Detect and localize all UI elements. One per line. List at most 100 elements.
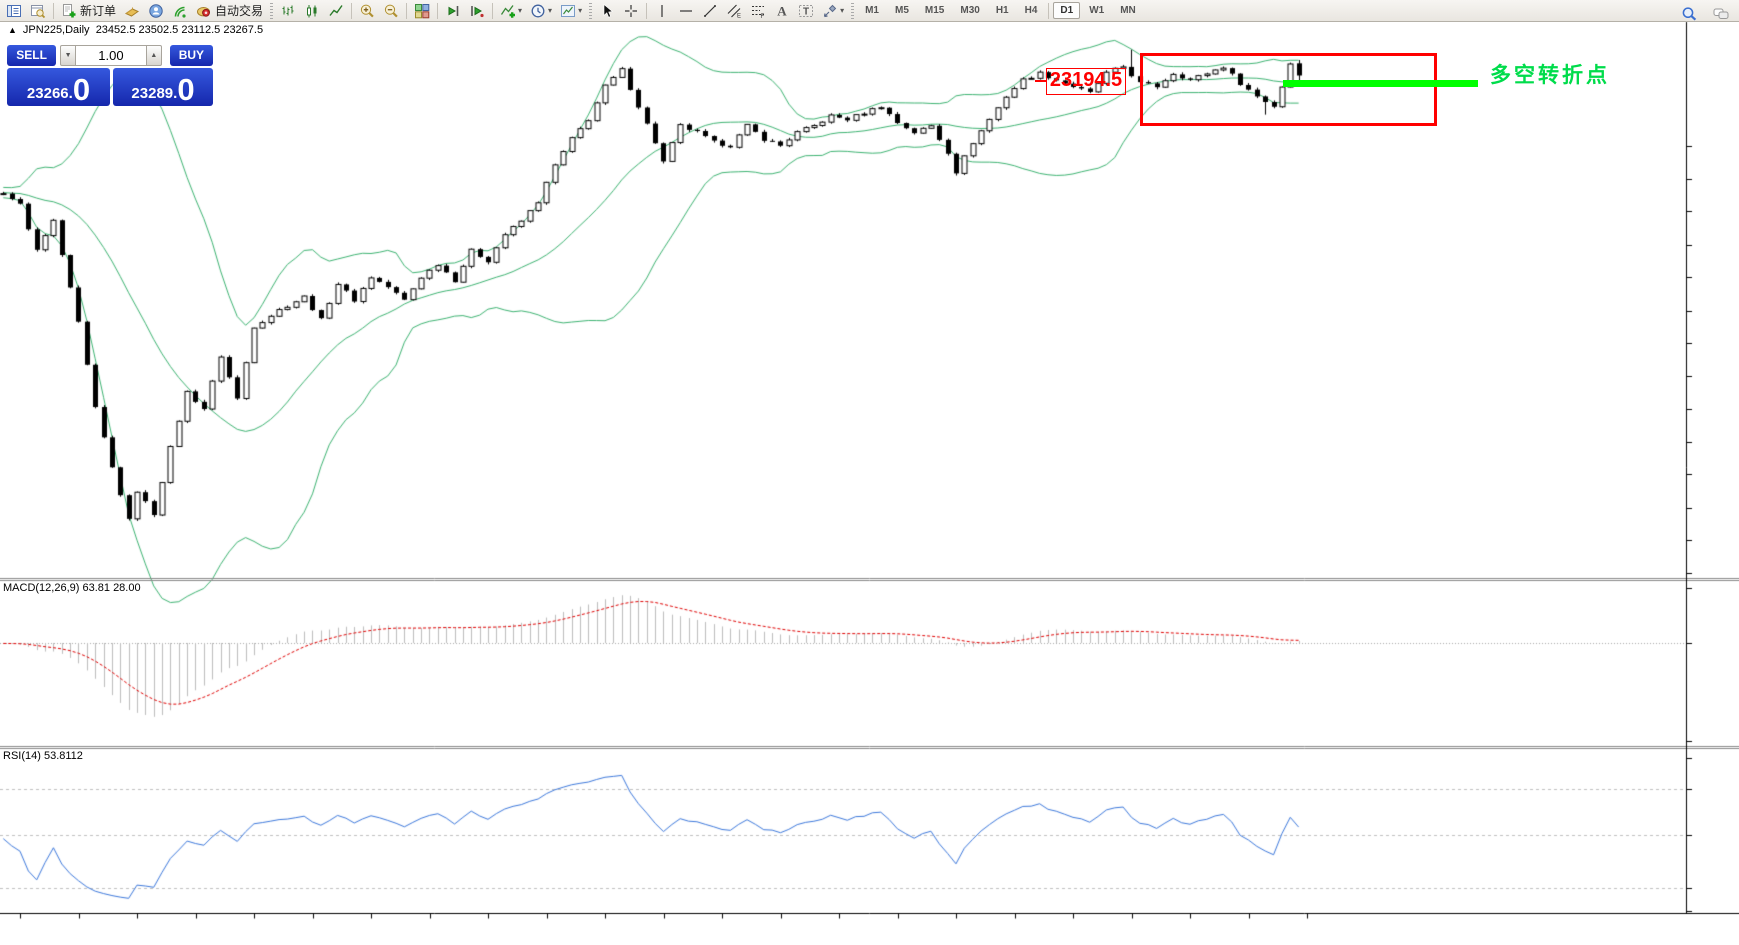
line-chart-button[interactable]: [324, 0, 348, 23]
metaeditor-icon: [125, 7, 140, 17]
chart-ohlc: 23452.5 23502.5 23112.5 23267.5: [95, 24, 264, 36]
community-button[interactable]: [144, 0, 168, 23]
macd-values: 63.81 28.00: [82, 582, 141, 594]
toolbar-separator: [437, 2, 439, 19]
horizontal-line-button[interactable]: [674, 0, 698, 23]
one-click-trading-panel: SELL ▼ ▲ BUY 23266.0 23289.0: [7, 45, 213, 106]
volume-increase-button[interactable]: ▲: [145, 45, 162, 66]
signals-icon: [174, 6, 186, 18]
trendline-button[interactable]: [698, 0, 722, 23]
sell-price-main: 23266: [26, 85, 69, 102]
search-icon: [1682, 7, 1697, 21]
timeframe-m1-button[interactable]: M1: [865, 5, 879, 16]
one-click-collapse-icon[interactable]: ▲: [8, 25, 17, 35]
chevron-down-icon[interactable]: ▾: [548, 6, 553, 15]
toolbar-groups: 新订单 自动交易 ▾ ▾ ▾ E F A T ▾: [2, 0, 848, 22]
data-window-icon: [31, 4, 46, 18]
indicators-button[interactable]: ▾: [496, 0, 526, 23]
sell-price-button[interactable]: 23266. 0: [7, 68, 110, 106]
chat-icon: [1713, 8, 1729, 19]
sell-price-pip: 0: [72, 72, 91, 107]
chat-button[interactable]: [1709, 2, 1733, 26]
new-order-button[interactable]: 新订单: [57, 0, 120, 23]
toolbar-separator: [270, 2, 274, 19]
timeframe-m5-button[interactable]: M5: [895, 5, 909, 16]
text-icon: A: [777, 3, 787, 18]
buy-button[interactable]: BUY: [169, 45, 213, 66]
signals-button[interactable]: [168, 0, 192, 23]
timeframe-d1-button[interactable]: D1: [1053, 2, 1081, 19]
volume-input[interactable]: [75, 45, 146, 66]
candlestick-chart-icon: [307, 4, 317, 17]
metaeditor-button[interactable]: [120, 0, 144, 23]
shapes-button[interactable]: ▾: [818, 0, 848, 23]
toolbar-separator: [646, 2, 648, 19]
svg-text:F: F: [761, 14, 765, 19]
cursor-button[interactable]: [595, 0, 619, 23]
timeframe-h1-button[interactable]: H1: [995, 5, 1009, 16]
toolbar: 新订单 自动交易 ▾ ▾ ▾ E F A T ▾ M1 M5 M15 M30 H1 H4 D1 W1 MN: [0, 0, 1739, 22]
chevron-down-icon[interactable]: ▾: [518, 6, 523, 15]
text-label-button[interactable]: T: [794, 0, 818, 23]
timeframe-m30-button[interactable]: M30: [960, 5, 980, 16]
chart-symbol-period: JPN225,Daily: [22, 24, 90, 36]
auto-scroll-icon: [448, 5, 459, 16]
sell-button[interactable]: SELL: [7, 45, 57, 66]
search-button[interactable]: [1677, 2, 1701, 26]
timeframe-m15-button[interactable]: M15: [924, 5, 945, 16]
fibonacci-button[interactable]: F: [746, 0, 770, 23]
vertical-line-icon: [661, 4, 663, 17]
crosshair-button[interactable]: [619, 0, 643, 23]
text-label-icon: T: [799, 4, 814, 17]
toolbar-separator: [351, 2, 353, 19]
rectangle-annotation[interactable]: [1140, 53, 1437, 126]
chart-shift-button[interactable]: [465, 0, 489, 23]
tile-windows-button[interactable]: [410, 0, 434, 23]
chart-shift-icon: [471, 5, 484, 17]
periods-button[interactable]: ▾: [526, 0, 556, 23]
autotrading-label: 自动交易: [215, 4, 264, 18]
auto-scroll-button[interactable]: [441, 0, 465, 23]
indicators-icon: [500, 4, 516, 18]
templates-button[interactable]: ▾: [556, 0, 586, 23]
line-chart-icon: [329, 4, 343, 16]
vertical-line-button[interactable]: [650, 0, 674, 23]
toolbar-separator: [406, 2, 408, 19]
zoom-out-icon: [384, 4, 398, 17]
timeframe-toolbar: M1 M5 M15 M30 H1 H4 D1 W1 MN: [857, 2, 1144, 19]
toolbar-separator: [589, 2, 593, 19]
charts-list-icon: [7, 4, 21, 17]
channel-icon: E: [727, 4, 741, 19]
data-window-button[interactable]: [26, 0, 50, 23]
zoom-out-button[interactable]: [379, 0, 403, 23]
toolbar-right: [1677, 2, 1733, 26]
chevron-down-icon[interactable]: ▾: [840, 6, 845, 15]
autotrading-button[interactable]: 自动交易: [192, 0, 267, 23]
buy-price-button[interactable]: 23289. 0: [113, 68, 213, 106]
text-button[interactable]: A: [770, 0, 794, 23]
new-order-icon: [63, 3, 76, 17]
horizontal-line-icon: [680, 9, 693, 12]
zoom-in-button[interactable]: [355, 0, 379, 23]
rsi-value: 53.8112: [43, 750, 83, 762]
rsi-pane-label: RSI(14) 53.8112: [3, 750, 83, 762]
toolbar-grip: [851, 2, 855, 19]
candlestick-chart-button[interactable]: [300, 0, 324, 23]
bar-chart-icon: [282, 5, 294, 15]
channel-button[interactable]: E: [722, 0, 746, 23]
charts-list-button[interactable]: [2, 0, 26, 23]
fibonacci-icon: F: [752, 5, 765, 19]
timeframe-h4-button[interactable]: H4: [1024, 5, 1038, 16]
volume-decrease-button[interactable]: ▼: [60, 45, 76, 66]
trendline-annotation[interactable]: [1283, 80, 1478, 87]
chevron-down-icon[interactable]: ▾: [578, 6, 583, 15]
timeframe-mn-button[interactable]: MN: [1120, 5, 1136, 16]
tile-windows-icon: [415, 3, 430, 18]
new-order-label: 新订单: [80, 4, 117, 18]
timeframe-w1-button[interactable]: W1: [1089, 5, 1105, 16]
price-callout-label[interactable]: 23194.5: [1046, 68, 1126, 95]
chinese-annotation-text[interactable]: 多空转折点: [1490, 64, 1610, 87]
periods-icon: [531, 4, 545, 17]
bar-chart-button[interactable]: [276, 0, 300, 23]
